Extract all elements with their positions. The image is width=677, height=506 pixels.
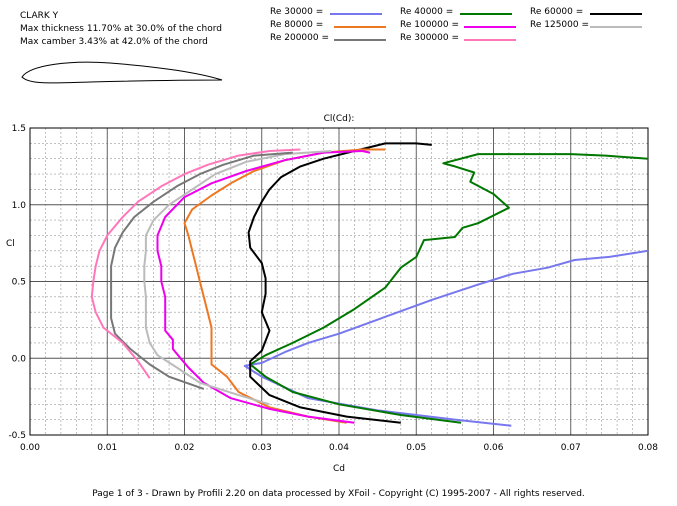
series-line: [183, 148, 386, 424]
x-tick-label: 0.04: [329, 443, 349, 453]
max-camber-text: Max camber 3.43% at 42.0% of the chord: [20, 37, 208, 47]
max-thickness-text: Max thickness 11.70% at 30.0% of the cho…: [20, 24, 222, 34]
legend-swatch: [334, 39, 386, 41]
legend-label: Re 60000 =: [530, 7, 584, 17]
legend-label: Re 300000 =: [400, 33, 460, 43]
legend-swatch: [464, 39, 516, 41]
series-line: [243, 249, 648, 427]
legend-swatch: [330, 13, 382, 15]
airfoil-profile-drawing: [21, 61, 223, 84]
airfoil-name: CLARK Y: [20, 11, 59, 21]
legend-label: Re 125000 =: [530, 20, 590, 30]
footer-text: Page 1 of 3 - Drawn by Profili 2.20 on d…: [92, 489, 585, 499]
chart-title: Cl(Cd):: [324, 114, 355, 124]
legend-swatch: [334, 26, 386, 28]
y-tick-label: 1.5: [12, 124, 26, 134]
series-line: [90, 148, 301, 379]
x-tick-label: 0.00: [20, 443, 40, 453]
grid: [29, 127, 649, 436]
x-axis-label: Cd: [333, 464, 345, 474]
x-tick-label: 0.02: [174, 443, 194, 453]
legend-swatch: [590, 26, 642, 28]
series-line: [110, 151, 293, 390]
series-line: [143, 150, 332, 406]
x-tick-label: 0.01: [97, 443, 117, 453]
y-tick-label: 0.5: [12, 278, 26, 288]
legend-label: Re 100000 =: [400, 20, 460, 30]
y-tick-label: 1.0: [12, 201, 27, 211]
legend-swatch: [460, 13, 512, 15]
x-tick-label: 0.03: [252, 443, 272, 453]
y-axis-label: Cl: [6, 239, 15, 249]
legend-label: Re 200000 =: [270, 33, 330, 43]
legend-label: Re 80000 =: [270, 20, 324, 30]
legend-label: Re 40000 =: [400, 7, 454, 17]
series-line: [247, 142, 432, 424]
x-tick-label: 0.07: [561, 443, 581, 453]
legend-swatch: [464, 26, 516, 28]
x-tick-label: 0.08: [638, 443, 658, 453]
plot-frame: [29, 127, 649, 436]
legend-swatch: [590, 13, 642, 15]
x-tick-label: 0.05: [406, 443, 426, 453]
legend-label: Re 30000 =: [270, 7, 324, 17]
x-tick-label: 0.06: [483, 443, 503, 453]
y-tick-label: -0.5: [8, 431, 26, 441]
series-line: [249, 153, 648, 424]
y-tick-label: 0.0: [12, 354, 27, 364]
